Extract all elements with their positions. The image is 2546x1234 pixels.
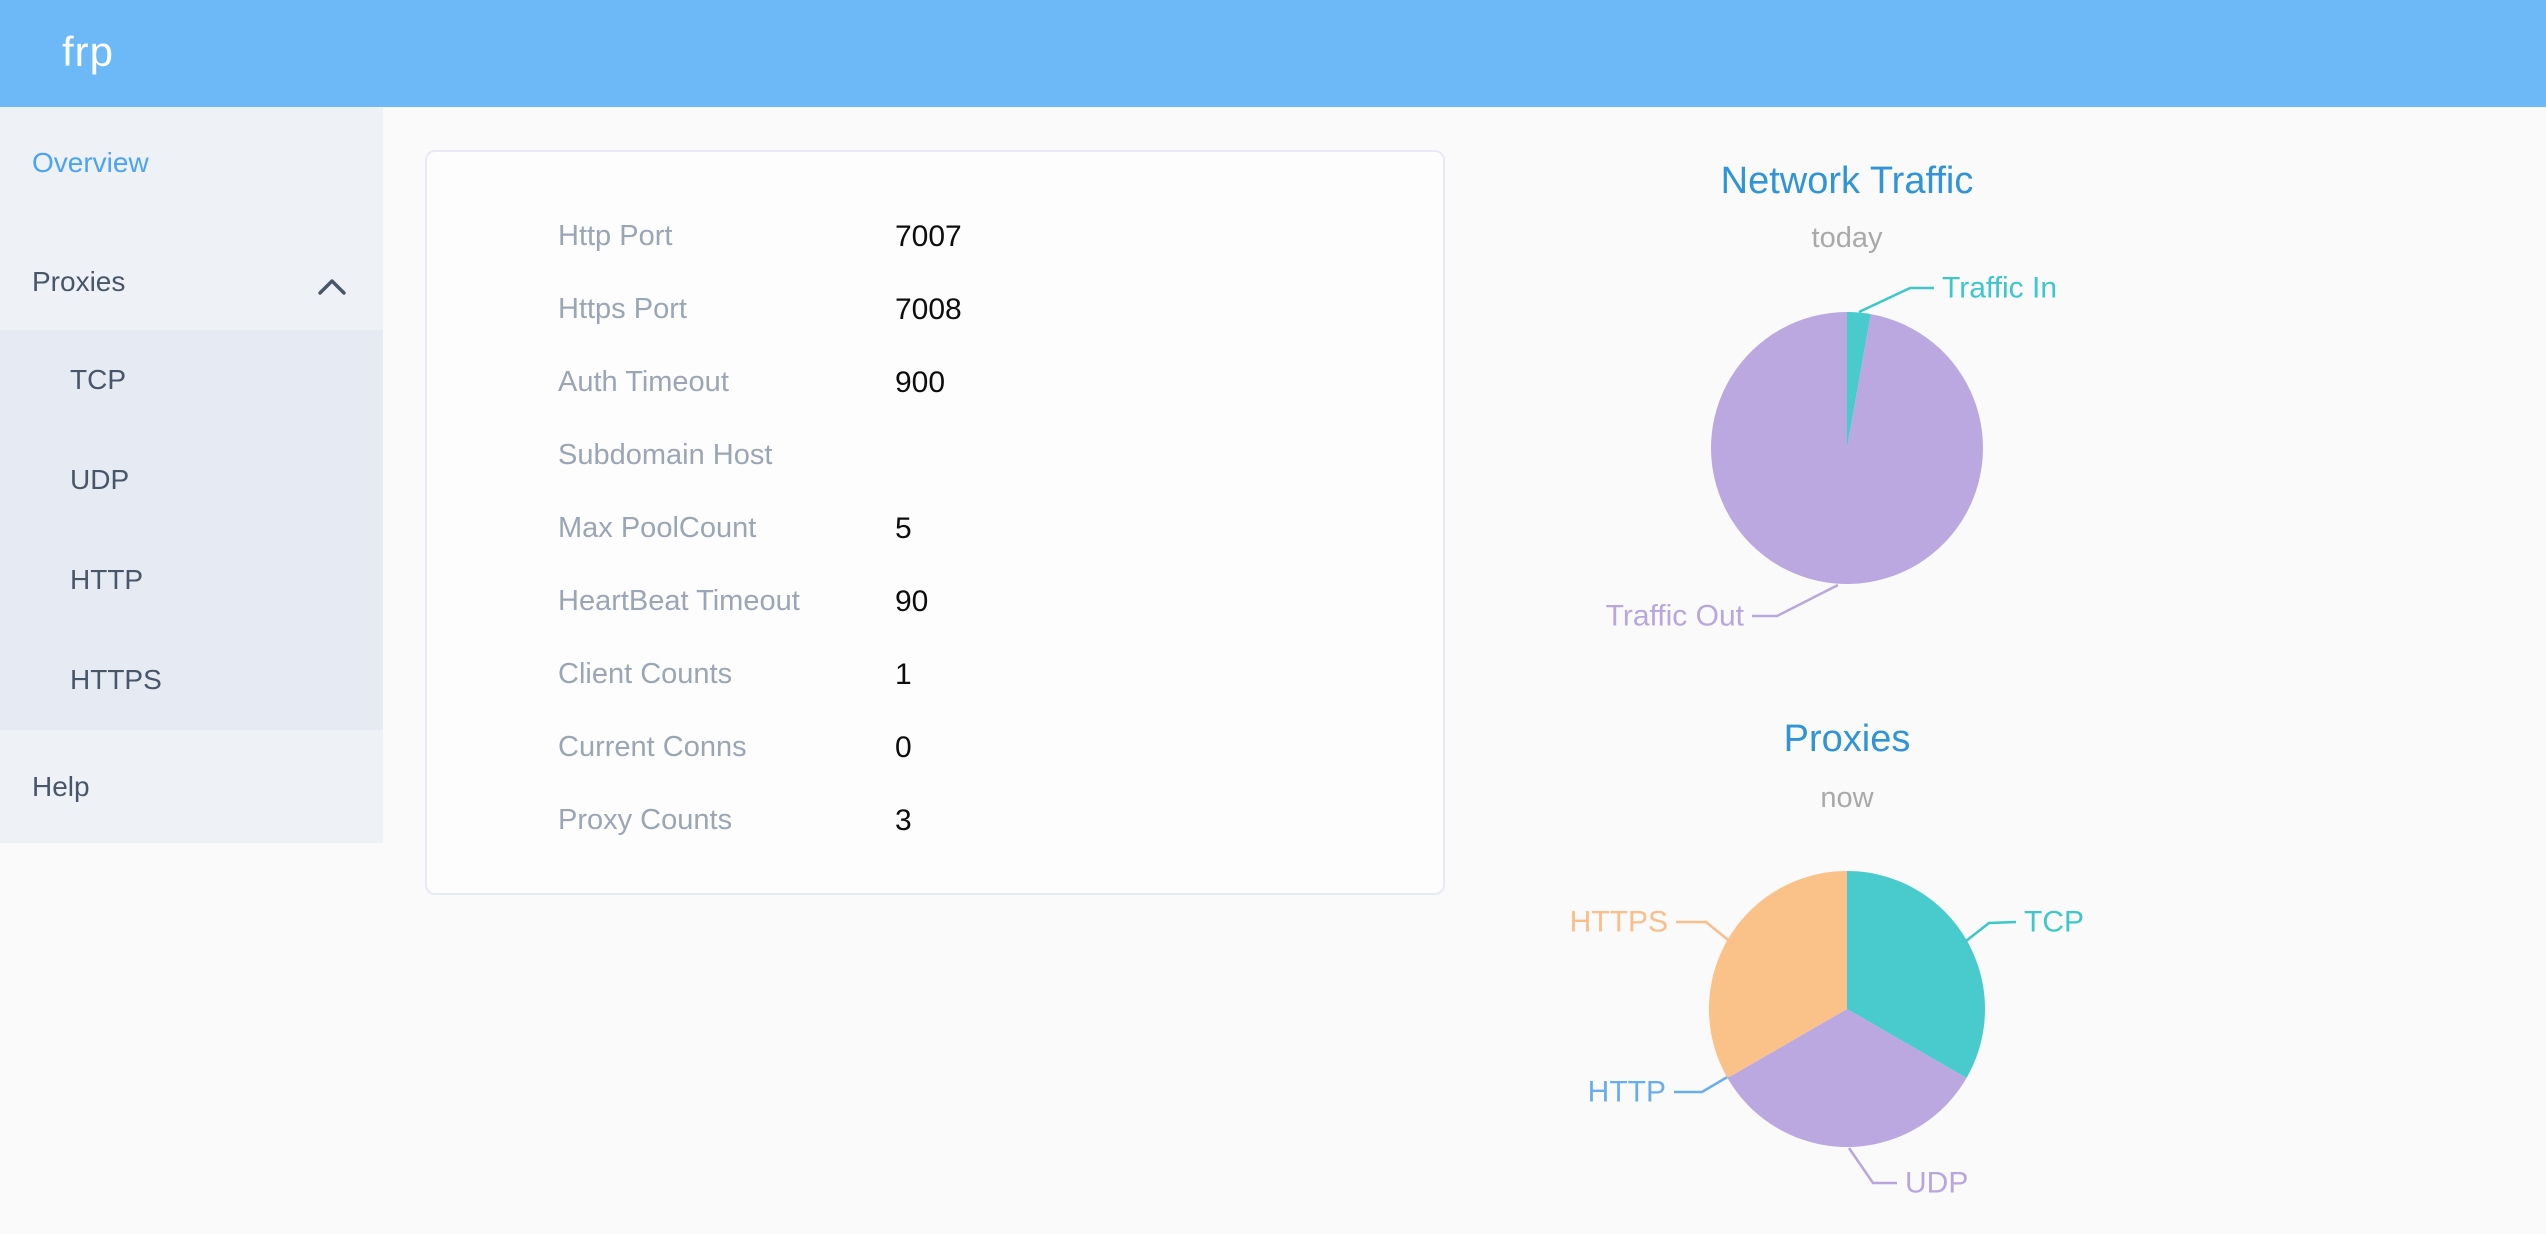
sidebar-proxies-submenu: TCP UDP HTTP HTTPS bbox=[0, 330, 383, 730]
pie-label-traffic-in: Traffic In bbox=[1942, 272, 2057, 305]
sidebar-item-https[interactable]: HTTPS bbox=[0, 630, 383, 730]
config-value: 7007 bbox=[895, 220, 962, 253]
config-value: 0 bbox=[895, 731, 912, 764]
sidebar-item-label: Overview bbox=[32, 147, 149, 178]
pie-label-line-https bbox=[1676, 920, 1734, 945]
sidebar-item-label: UDP bbox=[70, 464, 130, 495]
config-row-heartbeat-timeout: HeartBeat Timeout 90 bbox=[427, 565, 1443, 638]
sidebar-item-label: HTTP bbox=[70, 564, 144, 595]
pie-label-https: HTTPS bbox=[1570, 906, 1668, 939]
sidebar-item-tcp[interactable]: TCP bbox=[0, 330, 383, 430]
chevron-up-icon bbox=[317, 272, 347, 304]
pie-slice-https[interactable] bbox=[1709, 871, 1847, 1078]
network-traffic-subtitle: today bbox=[1811, 222, 1883, 254]
config-label: Max PoolCount bbox=[558, 512, 757, 544]
sidebar-item-udp[interactable]: UDP bbox=[0, 430, 383, 530]
config-value: 5 bbox=[895, 512, 912, 545]
sidebar: Overview Proxies TCP UDP HTTP HTTPS Help bbox=[0, 107, 383, 843]
config-row-proxy-counts: Proxy Counts 3 bbox=[427, 784, 1443, 857]
config-label: Auth Timeout bbox=[558, 366, 729, 398]
config-label: Proxy Counts bbox=[558, 804, 733, 836]
pie-label-tcp: TCP bbox=[2024, 906, 2084, 939]
config-label: Client Counts bbox=[558, 658, 733, 690]
config-row-max-poolcount: Max PoolCount 5 bbox=[427, 492, 1443, 565]
config-label: Http Port bbox=[558, 220, 673, 252]
config-row-client-counts: Client Counts 1 bbox=[427, 638, 1443, 711]
sidebar-item-proxies[interactable]: Proxies bbox=[0, 226, 383, 338]
config-row-https-port: Https Port 7008 bbox=[427, 273, 1443, 346]
sidebar-item-label: Help bbox=[32, 770, 90, 802]
pie-label-line-traffic-out bbox=[1752, 583, 1839, 618]
config-value: 900 bbox=[895, 366, 946, 399]
proxies-chart-title: Proxies bbox=[1783, 718, 1911, 760]
sidebar-item-label: HTTPS bbox=[70, 664, 162, 695]
pie-label-line-tcp bbox=[1965, 920, 2017, 942]
sidebar-item-http[interactable]: HTTP bbox=[0, 530, 383, 630]
config-row-auth-timeout: Auth Timeout 900 bbox=[427, 346, 1443, 419]
sidebar-item-overview[interactable]: Overview bbox=[0, 107, 383, 219]
config-row-current-conns: Current Conns 0 bbox=[427, 711, 1443, 784]
config-row-http-port: Http Port 7007 bbox=[427, 200, 1443, 273]
config-label: Current Conns bbox=[558, 731, 747, 763]
pie-slice-traffic-in[interactable] bbox=[1847, 312, 1871, 448]
pie-slice-tcp[interactable] bbox=[1847, 871, 1986, 1078]
app-header: frp bbox=[0, 0, 2546, 107]
pie-label-udp: UDP bbox=[1905, 1167, 1968, 1200]
config-value: 7008 bbox=[895, 293, 962, 326]
config-label: Subdomain Host bbox=[558, 439, 773, 471]
pie-label-line-http bbox=[1674, 1074, 1730, 1094]
pie-label-line-udp bbox=[1847, 1147, 1897, 1185]
app-logo: frp bbox=[62, 28, 115, 75]
pie-label-traffic-out: Traffic Out bbox=[1606, 600, 1745, 633]
config-label: Https Port bbox=[558, 293, 687, 325]
config-value: 90 bbox=[895, 585, 929, 618]
config-value: 1 bbox=[895, 658, 912, 691]
pie-label-http: HTTP bbox=[1588, 1076, 1666, 1109]
config-row-subdomain-host: Subdomain Host bbox=[427, 419, 1443, 492]
config-value: 3 bbox=[895, 804, 912, 837]
sidebar-item-label: TCP bbox=[70, 364, 126, 395]
pie-label-line-traffic-in bbox=[1858, 286, 1934, 314]
network-traffic-title: Network Traffic bbox=[1720, 160, 1974, 202]
proxies-chart-subtitle: now bbox=[1820, 782, 1874, 814]
server-config-card: Http Port 7007 Https Port 7008 Auth Time… bbox=[425, 150, 1445, 895]
pie-slice-traffic-out[interactable] bbox=[1710, 312, 1983, 584]
sidebar-item-label: Proxies bbox=[32, 266, 126, 297]
config-label: HeartBeat Timeout bbox=[558, 585, 800, 617]
sidebar-item-help[interactable]: Help bbox=[0, 730, 383, 843]
